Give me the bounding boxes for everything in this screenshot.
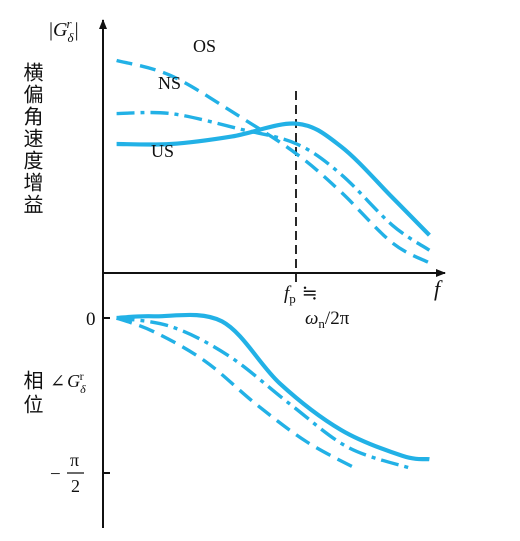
omega-symbol: ω bbox=[305, 308, 318, 329]
series-label-us: US bbox=[151, 141, 174, 161]
tick-minus-sign: − bbox=[50, 464, 61, 485]
phase-curve-os bbox=[116, 316, 359, 472]
phase-curve-ns bbox=[116, 316, 410, 470]
phase-tick-minus-half-pi: − π 2 bbox=[50, 450, 84, 496]
gain-axis-symbol: |Gδr | bbox=[49, 16, 79, 45]
gain-curve-us bbox=[116, 121, 431, 237]
gain-axis-label: 横偏角速度增益 bbox=[20, 62, 44, 216]
gain-curve-ns bbox=[116, 110, 431, 252]
omega-subscript: n bbox=[318, 316, 325, 331]
phase-curves bbox=[116, 312, 430, 472]
gain-bar-right: | bbox=[75, 19, 79, 41]
approx-sign: ≒ bbox=[302, 283, 318, 304]
phase-tick-zero: 0 bbox=[86, 309, 96, 330]
phase-axis-symbol: ∠ Gδr bbox=[50, 369, 86, 396]
omega-tick-label: ωn/2π bbox=[305, 308, 350, 331]
series-label-os: OS bbox=[193, 36, 216, 56]
fp-subscript: p bbox=[289, 291, 296, 306]
phase-curve-us bbox=[116, 312, 430, 462]
phase-symbol-sup: r bbox=[80, 369, 84, 383]
gain-symbol-g: G bbox=[53, 19, 68, 41]
axes bbox=[99, 19, 446, 528]
gain-bar-left: | bbox=[49, 19, 53, 41]
phase-angle-sign: ∠ bbox=[50, 371, 65, 391]
fp-symbol: f bbox=[284, 283, 292, 304]
x-axis-label: f bbox=[434, 276, 443, 301]
gain-curve-os bbox=[116, 58, 431, 265]
fp-tick-label: fp ≒ bbox=[284, 283, 318, 306]
gain-symbol-sub: δ bbox=[67, 30, 74, 45]
phase-symbol-sub: δ bbox=[80, 382, 86, 396]
tick-numerator: π bbox=[70, 450, 79, 470]
series-label-ns: NS bbox=[158, 73, 181, 93]
gain-symbol-sup: r bbox=[67, 16, 73, 31]
gain-curves bbox=[116, 58, 431, 265]
phase-axis-label: 相位 bbox=[20, 370, 44, 418]
omega-rest: /2π bbox=[325, 308, 350, 329]
tick-denominator: 2 bbox=[71, 476, 80, 496]
phase-symbol-g: G bbox=[67, 371, 80, 391]
